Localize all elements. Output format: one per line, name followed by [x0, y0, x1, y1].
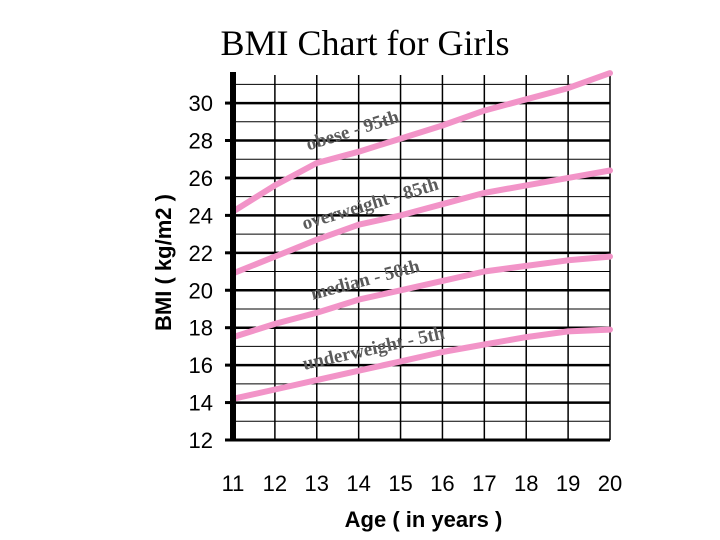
- chart-title: BMI Chart for Girls: [220, 23, 510, 63]
- y-tick-label: 28: [189, 129, 213, 154]
- axes: [225, 72, 610, 442]
- series-lines: [230, 70, 613, 402]
- series-line: [230, 326, 613, 402]
- plot-area: [233, 75, 610, 440]
- y-tick-label: 14: [189, 391, 213, 416]
- x-tick-label: 12: [263, 471, 287, 496]
- x-tick-label: 14: [346, 471, 370, 496]
- y-tick-label: 26: [189, 166, 213, 191]
- y-tick-label: 12: [189, 428, 213, 453]
- x-tick-label: 13: [305, 471, 329, 496]
- y-tick-label: 18: [189, 316, 213, 341]
- y-tick-label: 24: [189, 203, 213, 228]
- x-tick-label: 17: [472, 471, 496, 496]
- x-tick-label: 16: [430, 471, 454, 496]
- x-tick-label: 18: [514, 471, 538, 496]
- x-tick-label: 19: [556, 471, 580, 496]
- y-tick-label: 22: [189, 241, 213, 266]
- y-tick-label: 20: [189, 278, 213, 303]
- series-line: [230, 70, 613, 215]
- x-tick-label: 20: [598, 471, 622, 496]
- x-tick-label: 15: [388, 471, 412, 496]
- y-tick-label: 16: [189, 353, 213, 378]
- y-axis-label: BMI ( kg/m2 ): [151, 194, 176, 331]
- x-tick-label: 11: [222, 471, 245, 496]
- series-line: [230, 167, 613, 277]
- series-line: [230, 253, 613, 341]
- y-tick-label: 30: [189, 91, 213, 116]
- tick-labels: 11 12 13 14 15 16 17 18 19 20 12 14 16 18 20 22 24 26 28 30: [189, 91, 623, 496]
- x-axis-label: Age ( in years ): [345, 507, 503, 532]
